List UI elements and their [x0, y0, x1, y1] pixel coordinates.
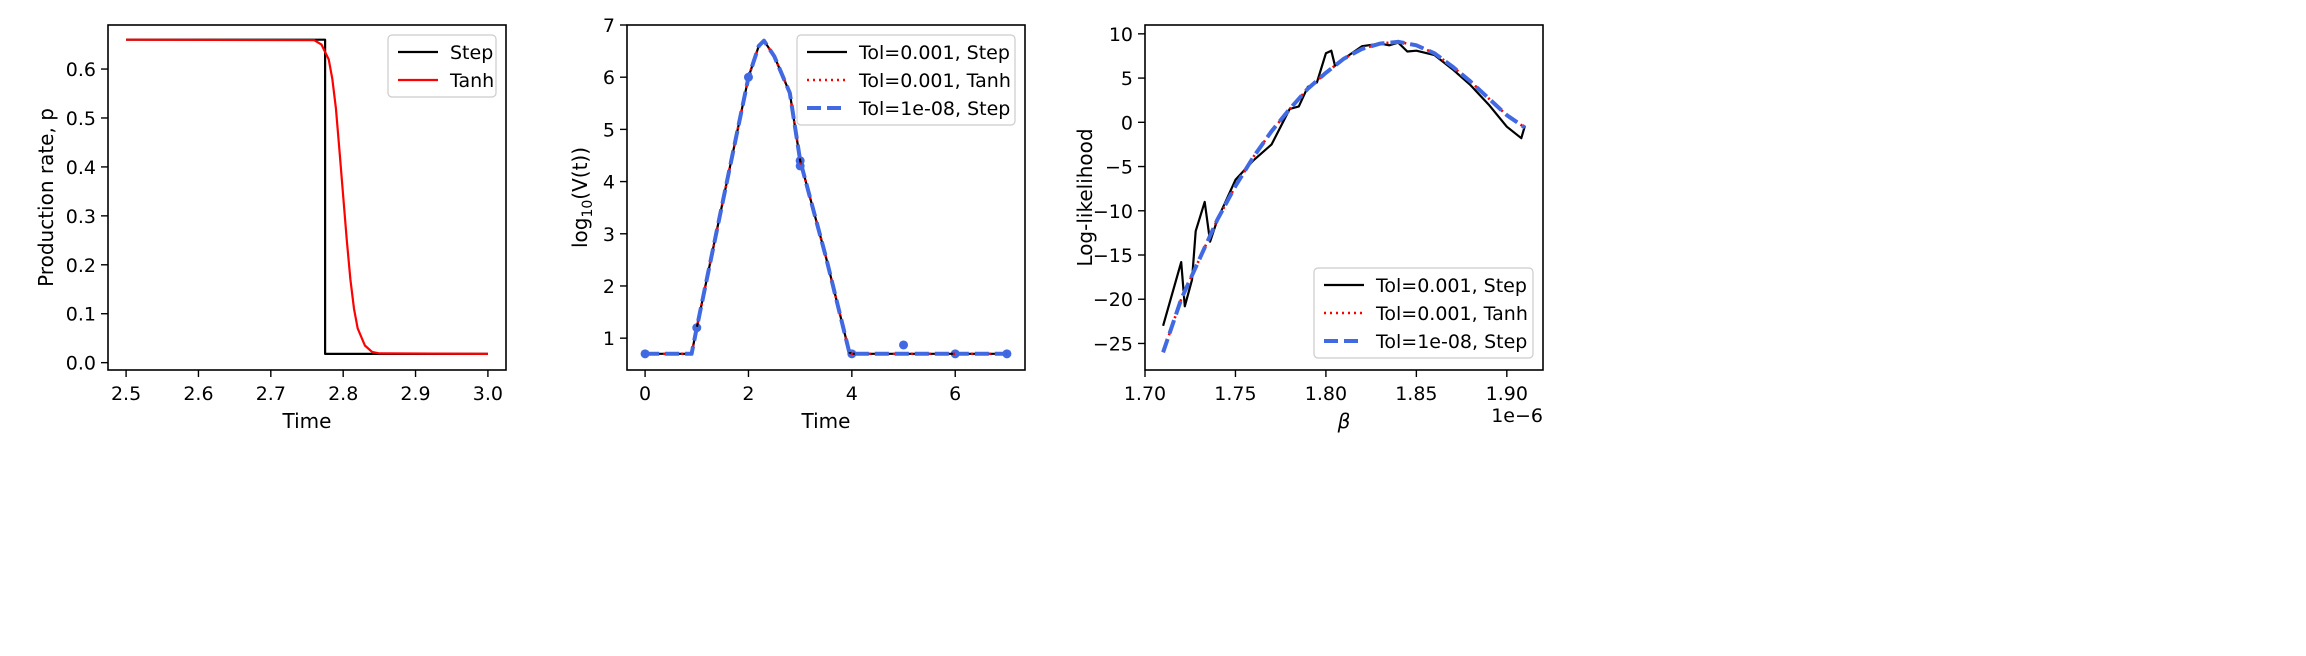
x-tick-label: 3.0: [473, 383, 503, 405]
series-line-3: [645, 38, 1007, 356]
legend: Tol=0.001, Step Tol=0.001, Tanh Tol=1e-08,…: [796, 34, 1016, 126]
y-tick-label: 5: [1121, 68, 1133, 90]
x-tick-label: 1.70: [1124, 383, 1166, 405]
chart-panel-1: 2.5 2.6 2.7 2.8 2.9 3.0 0.0 0.1 0.2 0.3 0.4 0.5 0.6 T…: [34, 24, 507, 433]
y-tick-label: 2: [603, 276, 615, 298]
x-axis-label: β: [1337, 409, 1351, 433]
legend-label: Tanh: [449, 70, 494, 92]
y-axis-label: Production rate, p: [34, 108, 58, 287]
y-tick-label: 0.0: [66, 353, 96, 375]
legend-label: Step: [450, 42, 493, 64]
y-tick-label: 3: [603, 224, 615, 246]
y-tick-label: 0.2: [66, 255, 96, 277]
x-tick-label: 1.75: [1214, 383, 1256, 405]
x-tick-label: 2: [742, 383, 754, 405]
y-tick-label: 4: [603, 172, 615, 194]
x-tick-label: 4: [846, 383, 858, 405]
observation-point: [899, 340, 909, 350]
x-tick-label: 0: [639, 383, 651, 405]
observation-point: [640, 349, 650, 359]
y-tick-label: 0.4: [66, 157, 96, 179]
y-tick-label: 10: [1109, 24, 1133, 46]
y-axis-label: Log-likelihood: [1073, 128, 1097, 266]
legend-label: Tol=0.001, Step: [858, 42, 1010, 64]
y-tick-label: 5: [603, 119, 615, 141]
legend-label: Tol=1e-08, Step: [1375, 331, 1527, 353]
x-tick-label: 1.85: [1395, 383, 1437, 405]
series-line-2: [645, 39, 1007, 356]
plot-area: [1161, 39, 1527, 353]
legend-label: Tol=0.001, Tanh: [1375, 303, 1528, 325]
y-axis-label-subscript: 10: [580, 200, 596, 218]
y-tick-label: 0.5: [66, 108, 96, 130]
y-tick-label: −25: [1093, 333, 1133, 355]
chart-panel-3: 1.70 1.75 1.80 1.85 1.90 −25 −20 −15 −10 −5 0 5 10 β L…: [1073, 24, 1544, 433]
x-tick-label: 2.5: [111, 383, 141, 405]
legend-label: Tol=1e-08, Step: [858, 98, 1010, 120]
chart-panel-2: 0 2 4 6 1 2 3 4 5 6 7 Time log10(V(t)) Tol=0.001, Ste…: [568, 15, 1026, 433]
y-tick-label: 0.3: [66, 206, 96, 228]
legend-box: [1313, 267, 1534, 359]
x-tick-label: 1.90: [1486, 383, 1528, 405]
y-tick-label: −20: [1093, 289, 1133, 311]
plot-area: [126, 38, 488, 355]
y-axis-label: log10(V(t)): [568, 147, 596, 248]
legend-box: [796, 34, 1016, 126]
x-offset-label: 1e−6: [1491, 405, 1543, 427]
axes-frame: [626, 24, 1026, 371]
y-tick-label: 6: [603, 67, 615, 89]
x-tick-label: 2.7: [256, 383, 286, 405]
series-line-2: [1161, 40, 1526, 353]
observation-point: [1002, 349, 1012, 359]
y-axis-label-suffix: (V(t)): [568, 147, 592, 200]
y-axis-label-prefix: log: [568, 218, 592, 249]
y-tick-label: 0: [1121, 112, 1133, 134]
legend-label: Tol=0.001, Step: [1375, 275, 1527, 297]
series-line-3: [1161, 39, 1527, 353]
x-axis-label: Time: [801, 409, 851, 433]
axes-frame: [1144, 24, 1544, 371]
x-tick-label: 2.6: [183, 383, 213, 405]
legend-box: [387, 34, 497, 98]
plot-area: [640, 38, 1012, 359]
legend: Step Tanh: [387, 34, 497, 98]
legend: Tol=0.001, Step Tol=0.001, Tanh Tol=1e-08,…: [1313, 267, 1534, 359]
y-tick-label: −15: [1093, 245, 1133, 267]
y-tick-label: 1: [603, 328, 615, 350]
x-tick-label: 2.8: [328, 383, 358, 405]
x-tick-label: 1.80: [1305, 383, 1347, 405]
x-axis-label: Time: [282, 409, 332, 433]
y-tick-label: −10: [1093, 201, 1133, 223]
y-tick-label: 0.1: [66, 304, 96, 326]
y-tick-label: 7: [603, 15, 615, 37]
series-line-2: [126, 38, 488, 355]
axes-frame: [107, 24, 507, 371]
legend-label: Tol=0.001, Tanh: [858, 70, 1011, 92]
x-tick-label: 6: [949, 383, 961, 405]
y-tick-label: −5: [1105, 157, 1133, 179]
y-tick-label: 0.6: [66, 59, 96, 81]
x-tick-label: 2.9: [400, 383, 430, 405]
